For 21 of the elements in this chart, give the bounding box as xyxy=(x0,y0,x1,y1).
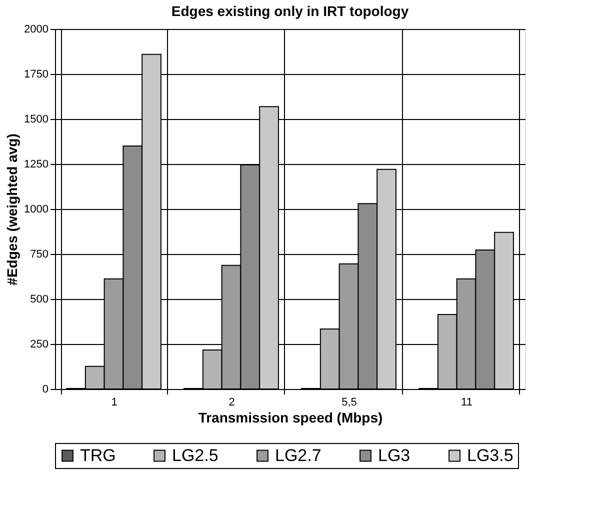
y-tick-label: 1000 xyxy=(24,204,48,216)
y-tick-label: 1500 xyxy=(24,114,48,126)
legend-label: LG3 xyxy=(378,446,410,465)
y-tick-label: 250 xyxy=(30,338,48,350)
x-axis-title: Transmission speed (Mbps) xyxy=(198,410,383,426)
y-tick-label: 500 xyxy=(30,294,48,306)
legend-label: LG2.7 xyxy=(275,446,322,465)
x-tick-label: 2 xyxy=(228,396,235,408)
y-tick-label: 1250 xyxy=(24,158,48,170)
legend-label: LG2.5 xyxy=(172,446,218,465)
y-tick-label: 0 xyxy=(42,384,48,396)
legend-label: TRG xyxy=(80,446,116,465)
x-tick-label: 11 xyxy=(461,396,472,408)
legend-label: LG3.5 xyxy=(467,446,514,465)
x-tick-label: 1 xyxy=(111,396,118,408)
x-tick-label: 5,5 xyxy=(342,396,357,408)
y-tick-label: 1750 xyxy=(24,68,48,80)
chart-title: Edges existing only in IRT topology xyxy=(171,3,409,19)
y-tick-label: 2000 xyxy=(24,24,48,36)
y-tick-label: 750 xyxy=(30,248,48,260)
y-axis-title: #Edges (weighted avg) xyxy=(4,134,20,286)
